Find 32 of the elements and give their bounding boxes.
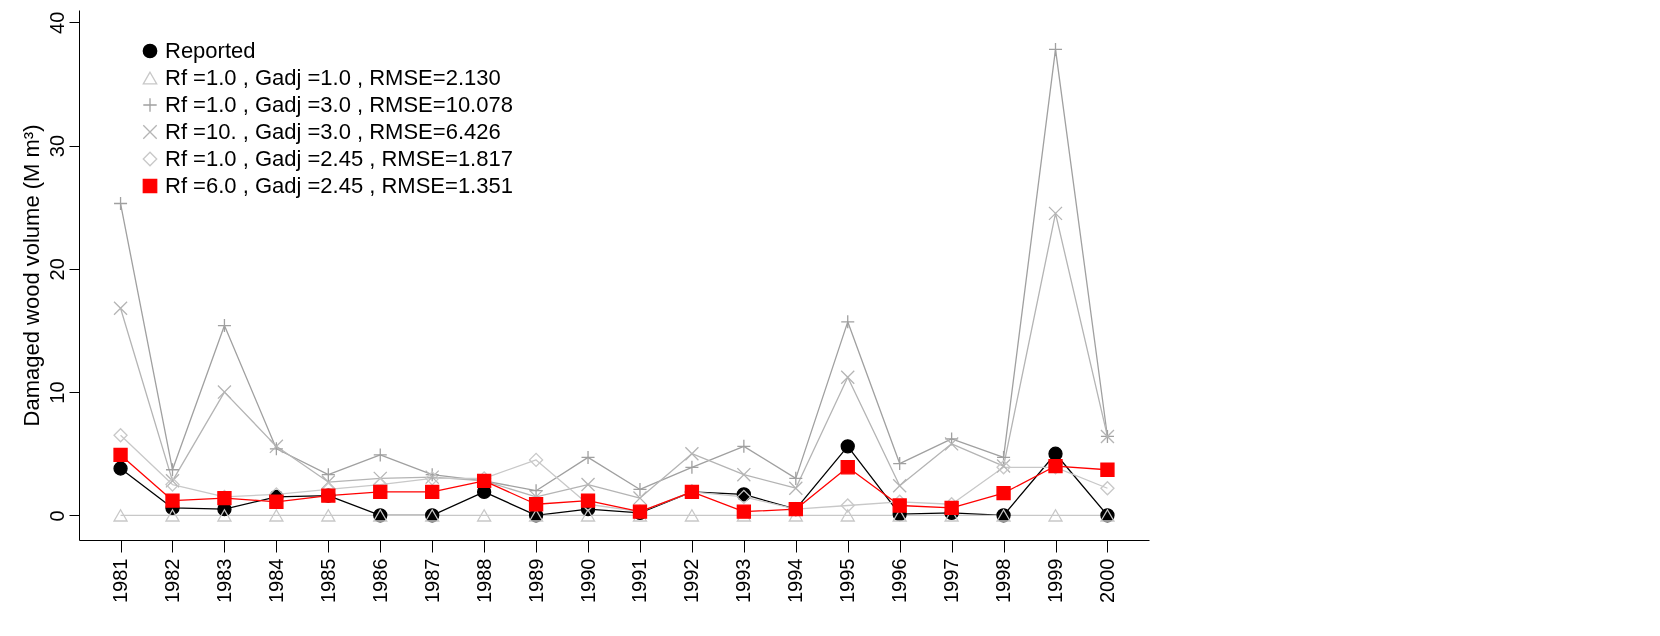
y-axis-title: Damaged wood volume (M m³) (18, 124, 44, 427)
y-tick-label: 10 (45, 381, 68, 404)
legend-label: Rf =1.0 , Gadj =1.0 , RMSE=2.130 (165, 65, 501, 90)
x-tick-label: 1983 (212, 558, 235, 603)
legend-label: Rf =1.0 , Gadj =2.45 , RMSE=1.817 (165, 146, 513, 171)
y-tick-label: 40 (45, 11, 68, 34)
legend-label: Rf =10. , Gadj =3.0 , RMSE=6.426 (165, 119, 501, 144)
x-tick-label: 1992 (680, 558, 703, 603)
x-tick-label: 1982 (161, 558, 183, 603)
x-tick-label: 1989 (524, 558, 547, 603)
legend-label: Rf =6.0 , Gadj =2.45 , RMSE=1.351 (165, 173, 513, 198)
x-tick-label: 1994 (784, 558, 807, 603)
y-tick-label: 30 (45, 134, 68, 158)
x-tick-label: 1988 (472, 558, 495, 603)
x-tick-label: 1984 (264, 558, 287, 603)
y-tick-label: 20 (45, 258, 68, 281)
x-tick-label: 1999 (1044, 558, 1066, 603)
x-tick-label: 1998 (992, 558, 1015, 603)
x-tick-label: 2000 (1095, 558, 1118, 603)
legend-label: Reported (165, 38, 256, 63)
x-tick-label: 1986 (368, 558, 391, 603)
x-tick-label: 1981 (109, 558, 132, 603)
x-tick-label: 1991 (628, 558, 651, 603)
y-tick-label: 0 (45, 510, 68, 522)
legend-label: Rf =1.0 , Gadj =3.0 , RMSE=10.078 (165, 92, 513, 117)
x-tick-label: 1987 (420, 558, 443, 603)
x-tick-label: 1985 (316, 558, 339, 603)
x-tick-label: 1997 (940, 558, 963, 603)
x-tick-label: 1996 (888, 558, 911, 603)
x-tick-label: 1993 (732, 558, 755, 603)
x-tick-label: 1990 (576, 558, 599, 603)
x-tick-label: 1995 (836, 558, 859, 603)
